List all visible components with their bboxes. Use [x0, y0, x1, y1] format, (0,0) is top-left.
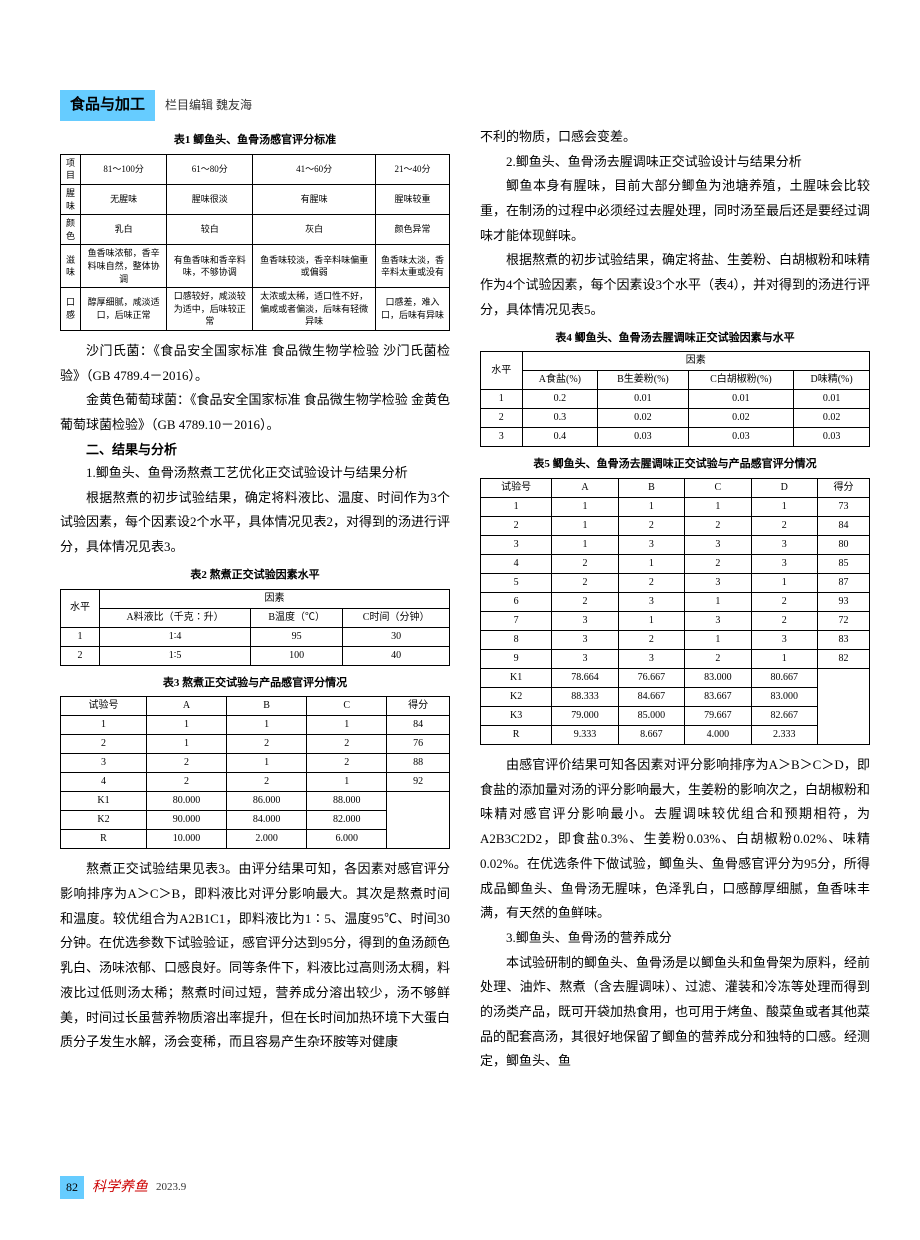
- table4-title: 表4 鲫鱼头、鱼骨汤去腥调味正交试验因素与水平: [480, 329, 870, 349]
- table3: 试验号ABC得分 111184 212276 321288 422192 K18…: [60, 696, 450, 849]
- table5-title: 表5 鲫鱼头、鱼骨汤去腥调味正交试验与产品感官评分情况: [480, 455, 870, 475]
- right-column: 不利的物质，口感会变差。 2.鲫鱼头、鱼骨汤去腥调味正交试验设计与结果分析 鲫鱼…: [480, 125, 870, 1074]
- para: 金黄色葡萄球菌：《食品安全国家标准 食品微生物学检验 金黄色葡萄球菌检验》（GB…: [60, 388, 450, 437]
- table4: 水平因素 A食盐(%)B生姜粉(%)C白胡椒粉(%)D味精(%) 10.20.0…: [480, 351, 870, 447]
- table5: 试验号ABCD得分 1111173 2122284 3133380 421238…: [480, 478, 870, 745]
- page-footer: 82 科学养鱼 2023.9: [60, 1175, 186, 1200]
- section-tag: 食品与加工: [60, 90, 155, 121]
- para: 本试验研制的鲫鱼头、鱼骨汤是以鲫鱼头和鱼骨架为原料，经前处理、油炸、熬煮（含去腥…: [480, 951, 870, 1074]
- editor-info: 栏目编辑 魏友海: [165, 95, 252, 117]
- table1-title: 表1 鲫鱼头、鱼骨汤感官评分标准: [60, 131, 450, 151]
- para: 由感官评价结果可知各因素对评分影响排序为A＞B＞C＞D，即食盐的添加量对汤的评分…: [480, 753, 870, 926]
- table2: 水平因素 A料液比（千克∶升）B温度（℃）C时间（分钟） 11∶49530 21…: [60, 589, 450, 666]
- para: 根据熬煮的初步试验结果，确定将盐、生姜粉、白胡椒粉和味精作为4个试验因素，每个因…: [480, 248, 870, 322]
- publication-name: 科学养鱼: [92, 1175, 148, 1200]
- table3-title: 表3 熬煮正交试验与产品感官评分情况: [60, 674, 450, 694]
- main-content: 表1 鲫鱼头、鱼骨汤感官评分标准 项目81～100分61～80分41～60分21…: [60, 125, 870, 1074]
- para: 根据熬煮的初步试验结果，确定将料液比、温度、时间作为3个试验因素，每个因素设2个…: [60, 486, 450, 560]
- para: 不利的物质，口感会变差。: [480, 125, 870, 150]
- table2-title: 表2 熬煮正交试验因素水平: [60, 566, 450, 586]
- section-heading: 二、结果与分析: [60, 438, 450, 461]
- left-column: 表1 鲫鱼头、鱼骨汤感官评分标准 项目81～100分61～80分41～60分21…: [60, 125, 450, 1074]
- para: 熬煮正交试验结果见表3。由评分结果可知，各因素对感官评分影响排序为A＞C＞B，即…: [60, 857, 450, 1055]
- page-header: 食品与加工 栏目编辑 魏友海: [60, 90, 252, 121]
- para: 鲫鱼本身有腥味，目前大部分鲫鱼为池塘养殖，土腥味会比较重，在制汤的过程中必须经过…: [480, 174, 870, 248]
- para: 沙门氏菌：《食品安全国家标准 食品微生物学检验 沙门氏菌检验》（GB 4789.…: [60, 339, 450, 388]
- para: 3.鲫鱼头、鱼骨汤的营养成分: [480, 926, 870, 951]
- publication-date: 2023.9: [156, 1178, 186, 1198]
- para: 1.鲫鱼头、鱼骨汤熬煮工艺优化正交试验设计与结果分析: [60, 461, 450, 486]
- table1: 项目81～100分61～80分41～60分21～40分 腥味无腥味腥味很淡有腥味…: [60, 154, 450, 331]
- page-number: 82: [60, 1176, 84, 1200]
- para: 2.鲫鱼头、鱼骨汤去腥调味正交试验设计与结果分析: [480, 150, 870, 175]
